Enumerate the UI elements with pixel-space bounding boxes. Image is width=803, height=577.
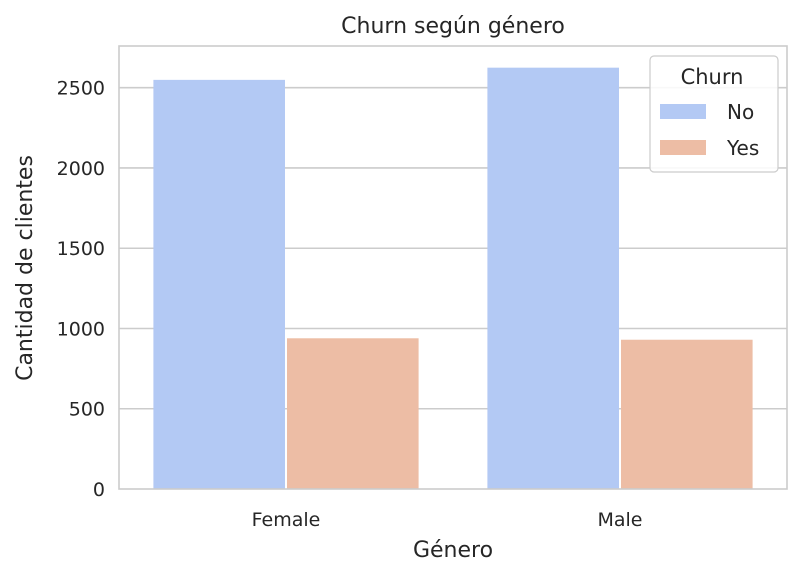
legend-label-no: No [727, 100, 754, 124]
legend-title: Churn [681, 65, 744, 89]
y-axis-label: Cantidad de clientes [13, 155, 38, 381]
chart-title: Churn según género [341, 14, 565, 39]
x-tick-female: Female [252, 509, 321, 531]
bars-group [153, 67, 753, 489]
y-tick-2000: 2000 [57, 158, 105, 180]
bar-female-yes [287, 338, 419, 489]
plot-frame [118, 45, 788, 490]
bar-female-no [153, 79, 285, 489]
y-tick-0: 0 [93, 479, 105, 501]
legend: Churn No Yes [649, 55, 779, 173]
x-tick-labels: Female Male [252, 509, 643, 531]
y-tick-500: 500 [69, 399, 105, 421]
x-axis-label: Género [413, 538, 493, 563]
bar-male-no [487, 67, 619, 489]
legend-swatch-no [660, 104, 706, 119]
x-tick-male: Male [597, 509, 642, 531]
legend-items: No Yes [660, 100, 759, 160]
y-tick-2500: 2500 [57, 78, 105, 100]
legend-label-yes: Yes [726, 136, 759, 160]
y-tick-1000: 1000 [57, 318, 105, 340]
y-tick-labels: 0 500 1000 1500 2000 2500 [57, 78, 105, 501]
y-tick-1500: 1500 [57, 238, 105, 260]
bar-male-yes [621, 339, 753, 489]
legend-swatch-yes [660, 140, 706, 155]
